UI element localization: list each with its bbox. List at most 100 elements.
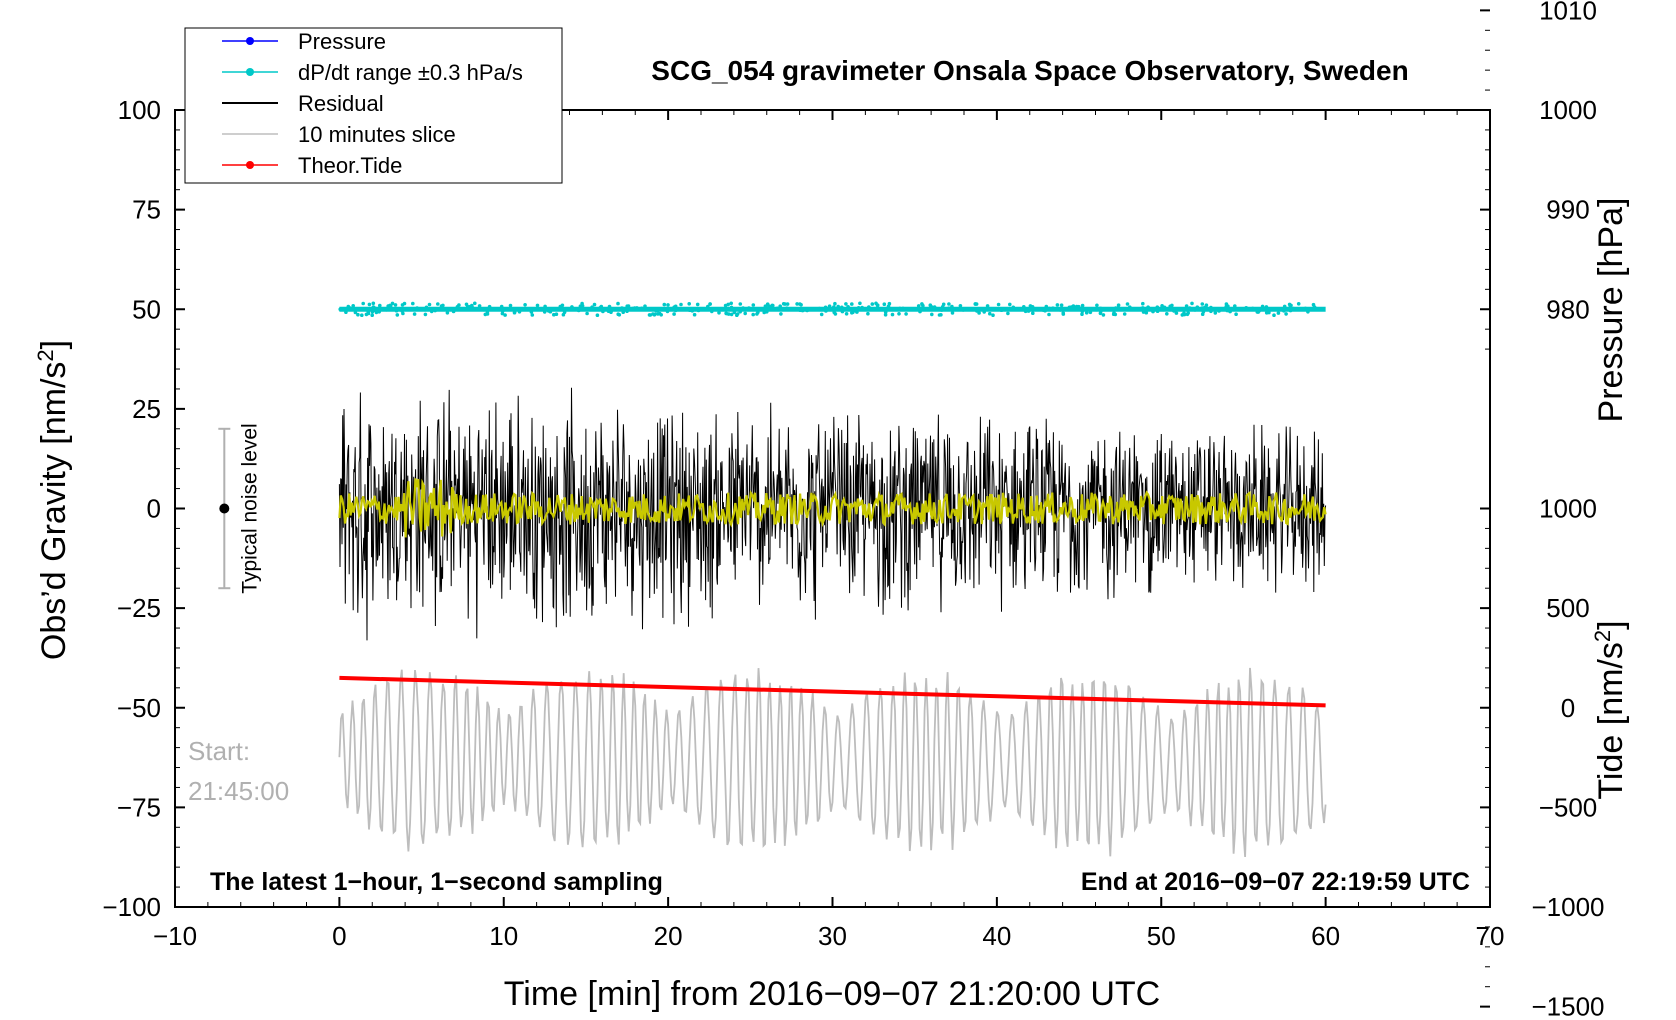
dpdt-point <box>692 312 697 317</box>
y-tick-label: −50 <box>117 693 161 723</box>
x-tick-label: 40 <box>982 921 1011 951</box>
dpdt-point <box>795 302 799 306</box>
dpdt-point <box>1051 306 1055 311</box>
x-tick-label: −10 <box>153 921 197 951</box>
dpdt-point <box>890 312 895 317</box>
dpdt-point <box>485 310 490 315</box>
dpdt-point <box>1296 302 1301 306</box>
dpdt-point <box>1084 311 1089 315</box>
legend-swatch-marker <box>246 161 254 169</box>
series-theor-tide <box>339 675 1326 708</box>
dpdt-point <box>856 306 861 310</box>
dpdt-point <box>1185 308 1190 312</box>
dpdt-point <box>552 312 556 317</box>
dpdt-point <box>487 304 492 309</box>
dpdt-point <box>1200 302 1205 306</box>
dpdt-point <box>1061 312 1066 316</box>
dpdt-point <box>1125 302 1130 306</box>
dpdt-point <box>1228 309 1232 314</box>
dpdt-point <box>1032 307 1037 312</box>
dpdt-point <box>561 312 566 317</box>
dpdt-point <box>378 303 382 308</box>
y-axis-ticks: −100 −75 −50 −25 0 25 50 75 100 <box>102 95 185 922</box>
y-axis-label: Obs’d Gravity [nm/s2] <box>33 340 73 660</box>
y-tick-label: 50 <box>132 294 161 324</box>
dpdt-point <box>609 310 613 315</box>
dpdt-point <box>738 309 742 314</box>
dpdt-point <box>652 313 657 317</box>
dpdt-point <box>429 309 434 314</box>
dpdt-point <box>904 312 908 316</box>
dpdt-point <box>1141 301 1145 306</box>
dpdt-point <box>546 309 551 313</box>
dpdt-point <box>445 308 450 312</box>
tide-tick-label: 1000 <box>1539 494 1597 524</box>
dpdt-point <box>1116 306 1120 310</box>
dpdt-point <box>679 302 683 307</box>
dpdt-point <box>1027 307 1032 311</box>
dpdt-point <box>988 307 992 311</box>
dpdt-point <box>1141 310 1146 314</box>
dpdt-point <box>1321 307 1326 312</box>
dpdt-point <box>632 306 637 310</box>
tide-axis-label: Tide [nm/s2] <box>1590 620 1630 799</box>
dpdt-point <box>1095 303 1099 308</box>
dpdt-point <box>805 308 809 313</box>
dpdt-point <box>1282 304 1287 309</box>
dpdt-point <box>781 302 786 306</box>
dpdt-point <box>457 303 461 307</box>
dpdt-point <box>360 313 364 318</box>
start-label: Start: <box>188 736 250 766</box>
dpdt-point <box>1276 307 1280 311</box>
dpdt-point <box>529 310 534 314</box>
dpdt-point <box>1185 312 1190 317</box>
dpdt-point <box>665 309 670 314</box>
pressure-tick-label: 980 <box>1546 294 1589 324</box>
noise-level-bar <box>218 427 231 590</box>
x-tick-label: 30 <box>818 921 847 951</box>
dpdt-point <box>1188 307 1193 312</box>
dpdt-point <box>595 313 600 318</box>
dpdt-point <box>1146 305 1150 310</box>
dpdt-point <box>824 309 828 313</box>
dpdt-point <box>854 309 858 313</box>
dpdt-point <box>344 310 348 315</box>
dpdt-point <box>779 312 783 316</box>
dpdt-point <box>1284 312 1288 316</box>
dpdt-point <box>726 312 731 316</box>
dpdt-point <box>499 304 504 309</box>
dpdt-point <box>844 302 848 306</box>
dpdt-point <box>937 313 942 317</box>
dpdt-point <box>1312 305 1317 310</box>
dpdt-point <box>621 310 625 315</box>
tide-tick-label: 500 <box>1546 593 1589 623</box>
dpdt-point <box>1234 312 1238 317</box>
dpdt-point <box>423 312 428 317</box>
dpdt-point <box>393 307 398 311</box>
dpdt-point <box>390 301 395 306</box>
dpdt-point <box>819 312 824 317</box>
dpdt-point <box>1172 309 1176 313</box>
dpdt-point <box>1080 303 1085 308</box>
dpdt-point <box>377 310 382 314</box>
dpdt-point <box>338 307 343 312</box>
dpdt-point <box>901 306 905 311</box>
dpdt-point <box>639 306 644 311</box>
dpdt-point <box>1155 309 1160 314</box>
dpdt-point <box>1291 306 1296 311</box>
dpdt-point <box>348 306 352 310</box>
dpdt-point <box>1233 304 1237 308</box>
pressure-tick-label: 1000 <box>1539 95 1597 125</box>
series-dpdt-points <box>338 301 1326 318</box>
dpdt-point <box>592 302 597 307</box>
dpdt-point <box>625 309 629 314</box>
noise-level-label: Typical noise level <box>238 423 261 593</box>
dpdt-point <box>1168 307 1173 312</box>
dpdt-point <box>500 311 505 316</box>
dpdt-point <box>477 304 482 308</box>
dpdt-point <box>1091 307 1095 311</box>
dpdt-point <box>585 311 589 316</box>
legend-box <box>184 27 563 184</box>
dpdt-point <box>1101 313 1106 317</box>
